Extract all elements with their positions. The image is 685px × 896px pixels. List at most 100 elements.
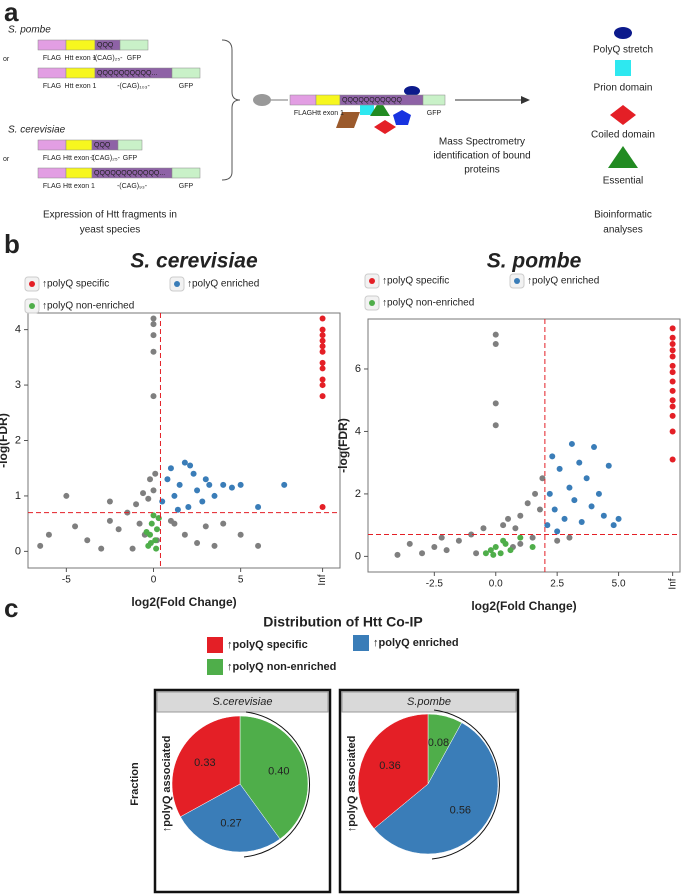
legend-dot: [29, 303, 35, 309]
point: [576, 459, 583, 466]
caption: analyses: [603, 225, 642, 236]
point: [319, 348, 326, 355]
point: [140, 490, 147, 497]
y-tick-label: 4: [15, 324, 21, 336]
construct-segment: [37, 139, 67, 151]
segment-label: -(CAG)₂₅-: [90, 155, 121, 162]
point: [319, 393, 326, 400]
or-label: or: [3, 56, 10, 63]
segment-label: -(CAG)₉₃-: [117, 183, 148, 190]
legend-label: ↑polyQ enriched: [527, 276, 599, 287]
point: [669, 340, 676, 347]
point: [237, 531, 244, 538]
point: [220, 481, 227, 488]
point: [492, 422, 499, 429]
panel-frame: [338, 688, 520, 894]
x-tick-label: -2.5: [426, 579, 444, 590]
plot-frame: [27, 312, 341, 569]
legend-label: ↑polyQ specific: [227, 639, 308, 651]
point: [143, 528, 150, 535]
point: [171, 492, 178, 499]
y-tick-label: 2: [15, 434, 21, 446]
point: [319, 326, 326, 333]
point: [181, 531, 188, 538]
point: [167, 465, 174, 472]
point: [319, 337, 326, 344]
legend-key: [207, 637, 223, 653]
point: [524, 500, 531, 507]
y-tick-label: 6: [355, 363, 361, 375]
feature-label: PolyQ stretch: [593, 45, 653, 56]
essential-shape: [370, 100, 390, 116]
point: [544, 522, 551, 529]
essential-icon: [608, 146, 638, 168]
point: [150, 512, 157, 519]
point: [669, 378, 676, 385]
slice-label: 0.27: [220, 818, 241, 830]
legend-label: ↑polyQ specific: [42, 279, 109, 290]
point: [419, 550, 426, 557]
strip: [156, 691, 329, 713]
y-tick-label: 0: [15, 545, 21, 557]
panel-frame: [153, 688, 332, 894]
pie-slice: [373, 722, 499, 855]
point: [669, 362, 676, 369]
polyq-icon: [614, 27, 632, 39]
legend-dot: [29, 281, 35, 287]
point: [669, 403, 676, 410]
pie-slice: [180, 783, 281, 853]
construct-segment: [119, 39, 149, 51]
point: [145, 495, 152, 502]
point: [211, 492, 218, 499]
point: [147, 476, 154, 483]
y-axis-label: -log(FDR): [0, 413, 10, 468]
point: [492, 331, 499, 338]
point: [185, 504, 192, 511]
point: [228, 484, 235, 491]
point: [556, 465, 563, 472]
point: [595, 490, 602, 497]
strip-label: S.pombe: [407, 696, 451, 708]
feature-label: Essential: [603, 176, 644, 187]
bracket: [221, 39, 241, 181]
segment-label: Htt exon 1: [312, 110, 344, 117]
polyq-shape: [404, 86, 420, 96]
segment-label: FLAG: [43, 155, 61, 162]
construct-segment: [117, 139, 143, 151]
caption: yeast species: [80, 225, 141, 236]
pie-slice: [239, 715, 309, 840]
construct-segment: [65, 139, 93, 151]
prion-icon: [615, 60, 631, 76]
point: [492, 400, 499, 407]
caption: Mass Spectrometry: [439, 137, 525, 148]
legend-label: ↑polyQ non-enriched: [382, 298, 474, 309]
caption: Bioinformatic: [594, 210, 652, 221]
y-tick-label: 2: [355, 488, 361, 500]
point: [539, 475, 546, 482]
point: [150, 348, 157, 355]
point: [546, 490, 553, 497]
or-label: or: [3, 156, 10, 163]
slice-label: 0.33: [194, 757, 215, 769]
pie-slice: [357, 713, 429, 829]
point: [536, 506, 543, 513]
point: [115, 526, 122, 533]
feature-label: Coiled domain: [591, 130, 655, 141]
point: [669, 387, 676, 394]
point: [554, 528, 561, 535]
point: [551, 506, 558, 513]
point: [492, 544, 499, 551]
point: [500, 522, 507, 529]
point: [487, 547, 494, 554]
point: [167, 517, 174, 524]
point: [610, 522, 617, 529]
segment-label: FLAG: [43, 83, 61, 90]
point: [187, 462, 194, 469]
point: [669, 456, 676, 463]
caption: identification of bound: [433, 151, 530, 162]
construct-segment: [65, 67, 96, 79]
construct-segment: [422, 94, 446, 106]
arrow-head: [521, 96, 530, 104]
point: [473, 550, 480, 557]
point: [669, 334, 676, 341]
